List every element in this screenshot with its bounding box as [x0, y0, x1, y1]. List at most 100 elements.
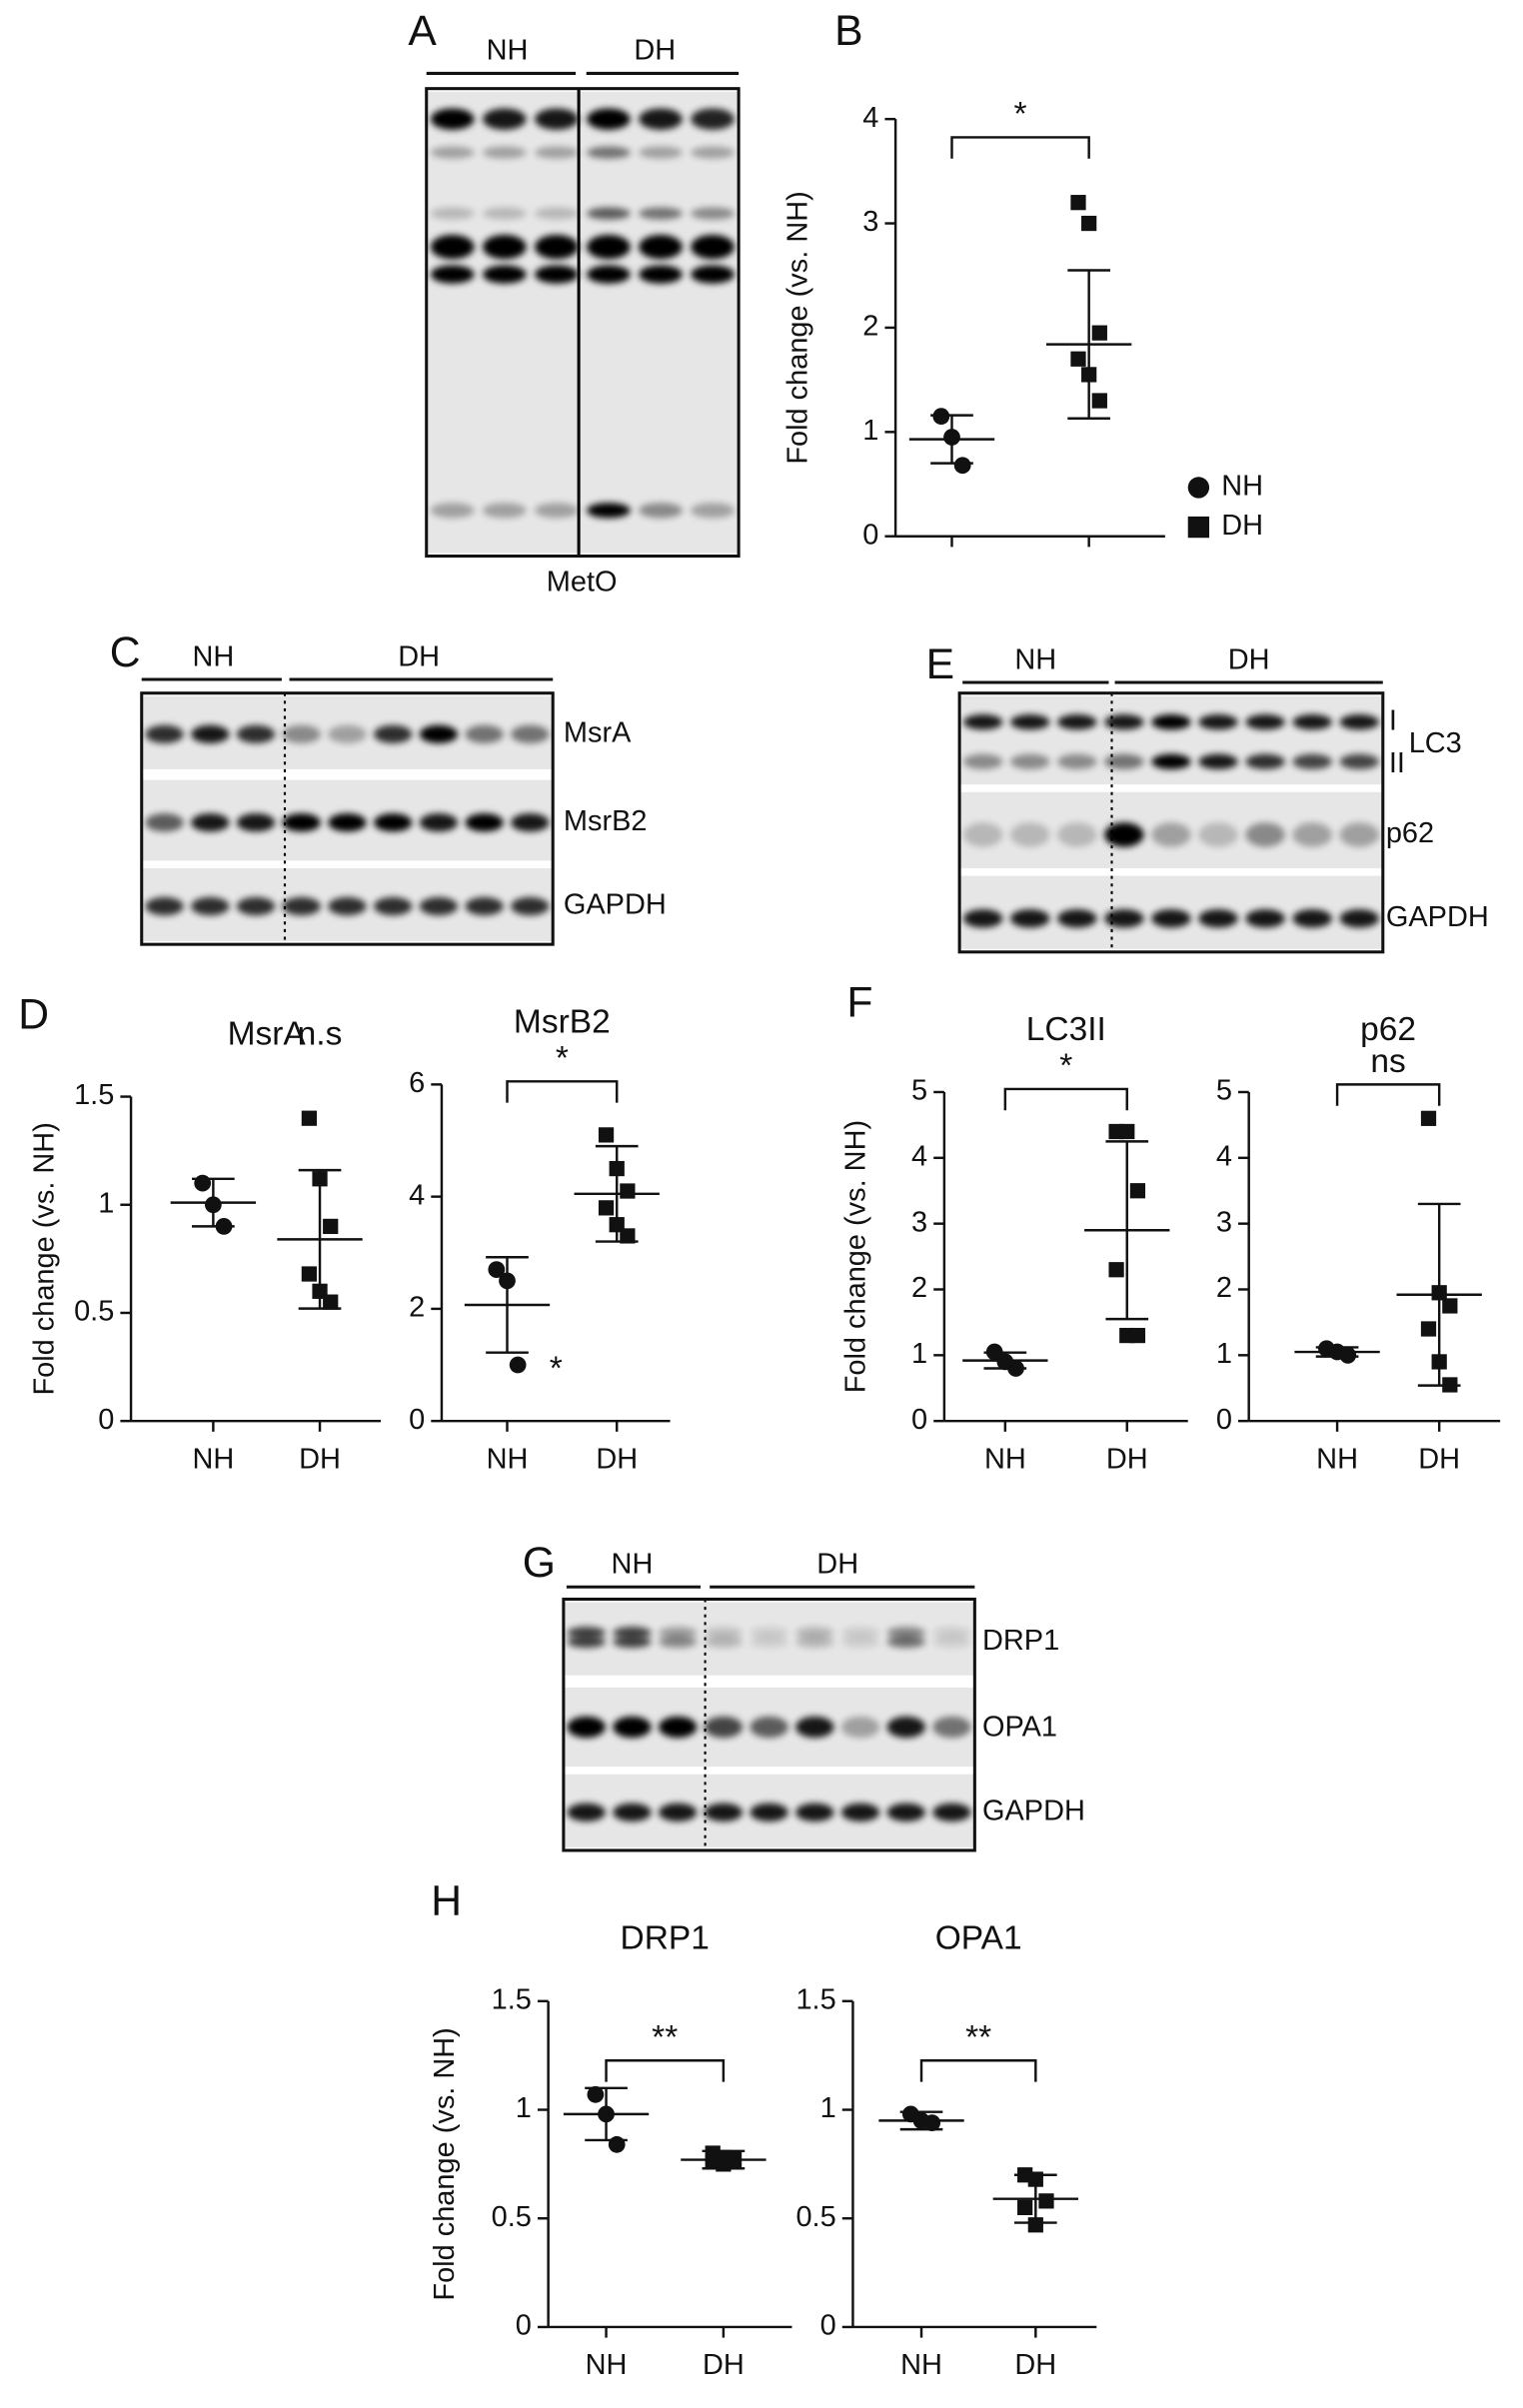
y-tick-label: 0: [409, 1404, 425, 1436]
blot-band: [430, 207, 475, 220]
band-label: II: [1389, 747, 1405, 779]
blot-band: [1151, 753, 1191, 769]
dot-plot: 0 0.5 1 1.5 NH DH DRP1 Fold change (vs. NH) **: [429, 1920, 792, 2381]
data-point: [1420, 1321, 1437, 1337]
annotation: *: [550, 1351, 563, 1388]
blot-band: [191, 813, 230, 832]
blot-band: [840, 1716, 880, 1739]
y-axis-label: Fold change (vs. NH): [429, 2027, 461, 2300]
blot-band: [191, 896, 230, 916]
error-bar: [930, 414, 973, 465]
blot-band: [145, 813, 184, 832]
band-label: MsrB2: [564, 805, 648, 837]
blot-band: [962, 909, 1003, 928]
y-tick-label: 2: [911, 1272, 927, 1304]
blot-band: [328, 896, 367, 916]
error-bar: [192, 1177, 235, 1228]
blot-band: [511, 724, 550, 743]
blot-band: [1245, 714, 1285, 730]
significance-bracket: [1335, 1083, 1441, 1106]
blot-band: [567, 1803, 606, 1821]
data-point: [608, 2135, 626, 2153]
blot-band: [482, 503, 527, 519]
significance-bracket: [1003, 1087, 1128, 1111]
x-tick-label: NH: [586, 2349, 628, 2381]
group-label: NH: [192, 640, 234, 672]
band-label: MsrA: [564, 716, 632, 748]
significance-bracket: [605, 2059, 726, 2082]
data-point: [598, 1200, 615, 1216]
blot-band: [704, 1803, 744, 1821]
y-tick-label: 0.5: [492, 2201, 532, 2233]
blot-band: [962, 753, 1003, 769]
blot-band: [511, 813, 550, 832]
blot-band: [639, 146, 683, 159]
blot-band: [613, 1803, 652, 1821]
panel-letter: B: [834, 7, 862, 55]
blot-band: [482, 234, 527, 260]
band-label: DRP1: [982, 1625, 1059, 1657]
data-point: [323, 1218, 339, 1235]
blot-band: [1151, 822, 1191, 847]
blot-band: [587, 207, 631, 220]
data-point: [1091, 393, 1107, 409]
data-point: [1038, 2193, 1054, 2209]
blot-band: [145, 896, 184, 916]
y-tick-label: 6: [409, 1067, 425, 1099]
band-label: OPA1: [982, 1712, 1057, 1744]
blot-band: [639, 108, 683, 130]
blot-band: [1292, 822, 1332, 847]
data-point: [1108, 1262, 1124, 1278]
error-bar: [595, 1144, 639, 1243]
blot-band: [704, 1716, 744, 1739]
blot-band: [658, 1803, 698, 1821]
chart-title: OPA1: [935, 1920, 1022, 1957]
blot-band: [482, 265, 527, 284]
blot-band: [1009, 714, 1050, 730]
blot-band: [750, 1636, 788, 1649]
data-point: [301, 1266, 317, 1282]
x-tick-label: DH: [703, 2349, 745, 2381]
blot-band: [1104, 909, 1144, 928]
group-label: NH: [612, 1549, 654, 1581]
panel-letter: D: [18, 991, 49, 1039]
x-tick-label: DH: [1014, 2349, 1056, 2381]
y-tick-label: 1: [862, 415, 878, 447]
error-bar: [486, 1256, 529, 1354]
blot-band: [1009, 822, 1050, 847]
blot-band: [691, 265, 735, 284]
significance-bracket: [919, 2059, 1037, 2082]
blot-band: [886, 1716, 925, 1739]
blot-band: [236, 724, 276, 743]
blot-band: [658, 1716, 698, 1739]
significance-label: **: [652, 2019, 678, 2056]
error-bar: [1417, 1202, 1461, 1387]
significance-bracket: [950, 136, 1090, 159]
error-bar: [1105, 1140, 1149, 1321]
error-bar: [899, 2110, 943, 2131]
significance-label: *: [556, 1040, 569, 1077]
blot-band: [750, 1626, 788, 1640]
y-tick-label: 4: [862, 102, 878, 134]
blot-band: [1245, 822, 1285, 847]
y-tick-label: 3: [862, 206, 878, 238]
western-blot: NH DH MsrA MsrB2 GAPDH: [140, 640, 667, 946]
dot-plot: 0 1 2 3 4 5 NH DH LC3II Fold change (vs. NH) *: [840, 1011, 1188, 1475]
blot-strip: [426, 91, 740, 554]
y-tick-label: 1.5: [74, 1079, 114, 1111]
blot-band: [430, 234, 475, 260]
y-tick-label: 2: [862, 311, 878, 343]
data-point: [1091, 325, 1107, 341]
data-point: [1070, 351, 1086, 367]
blot-band: [282, 813, 321, 832]
band-label: p62: [1386, 817, 1434, 849]
x-tick-label: DH: [1418, 1443, 1460, 1475]
blot-band: [795, 1636, 834, 1649]
blot-band: [535, 234, 579, 260]
blot-band: [373, 724, 413, 743]
blot-band: [1104, 822, 1144, 847]
blot-band: [535, 207, 579, 220]
y-tick-label: 3: [1216, 1206, 1232, 1238]
blot-band: [840, 1803, 880, 1821]
